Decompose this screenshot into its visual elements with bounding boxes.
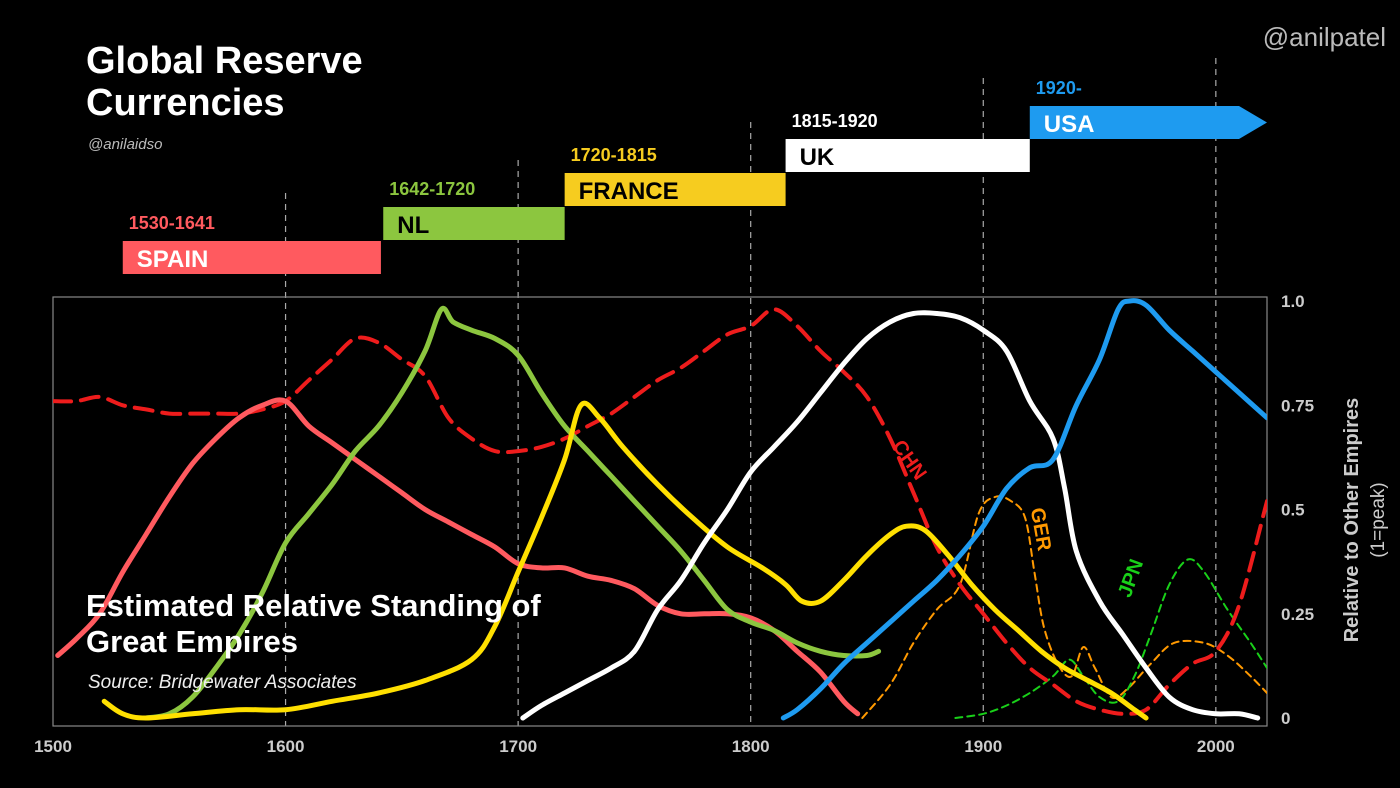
series-label-chn: CHN xyxy=(888,436,931,484)
byline: @anilaidso xyxy=(88,136,163,153)
era-bar-spain xyxy=(122,241,381,274)
series-line-france xyxy=(101,400,1149,721)
y-tick-0.25: 0.25 xyxy=(1281,605,1314,624)
y-tick-0: 0 xyxy=(1281,709,1290,728)
y-axis-label: Relative to Other Empires xyxy=(1341,398,1363,643)
era-label-spain: SPAIN xyxy=(137,246,209,273)
era-years-uk: 1815-1920 xyxy=(792,111,878,131)
chart-title: Estimated Relative Standing of Great Emp… xyxy=(86,588,541,659)
series-label-jpn: JPN xyxy=(1114,556,1148,600)
era-bar-nl xyxy=(383,207,565,240)
era-label-france: FRANCE xyxy=(579,178,679,205)
era-bar-usa xyxy=(1029,106,1267,139)
series-line-uk xyxy=(520,310,1261,721)
era-label-uk: UK xyxy=(800,144,835,171)
era-years-nl: 1642-1720 xyxy=(389,179,475,199)
era-label-nl: NL xyxy=(397,212,429,239)
x-tick-2000: 2000 xyxy=(1197,737,1235,756)
series-line-ger xyxy=(861,495,1267,719)
series-line-jpn xyxy=(954,558,1267,719)
series-line-nl xyxy=(143,305,882,721)
series-line-usa xyxy=(780,298,1267,721)
page-title: Global Reserve Currencies xyxy=(86,40,363,124)
chart-source: Source: Bridgewater Associates xyxy=(88,672,357,693)
y-axis-label-unit: (1=peak) xyxy=(1368,482,1389,558)
x-tick-1600: 1600 xyxy=(267,737,305,756)
plot-frame xyxy=(52,296,1268,727)
x-tick-1900: 1900 xyxy=(964,737,1002,756)
x-tick-1800: 1800 xyxy=(732,737,770,756)
author-handle: @anilpatel xyxy=(1262,22,1386,52)
era-years-france: 1720-1815 xyxy=(571,145,657,165)
series-line-chn xyxy=(53,307,1267,716)
x-tick-1700: 1700 xyxy=(499,737,537,756)
era-years-usa: 1920- xyxy=(1036,78,1082,98)
x-tick-1500: 1500 xyxy=(34,737,72,756)
y-tick-0.75: 0.75 xyxy=(1281,396,1314,415)
y-tick-0.5: 0.5 xyxy=(1281,501,1305,520)
series-label-ger: GER xyxy=(1026,506,1055,553)
y-tick-1.0: 1.0 xyxy=(1281,292,1305,311)
era-years-spain: 1530-1641 xyxy=(129,213,215,233)
era-bar-france xyxy=(564,173,786,206)
era-label-usa: USA xyxy=(1044,111,1095,138)
era-bar-uk xyxy=(785,139,1030,172)
